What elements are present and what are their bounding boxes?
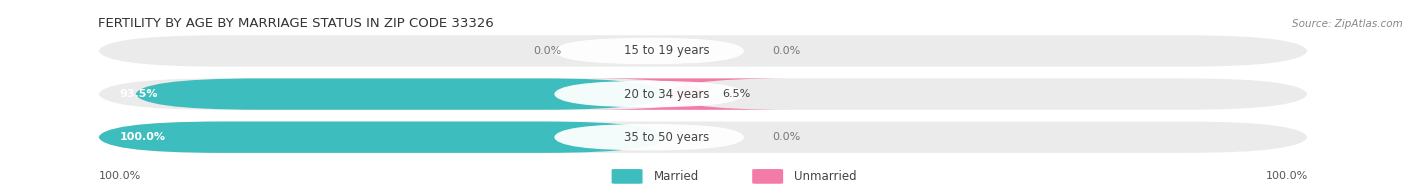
Text: 93.5%: 93.5% xyxy=(120,89,157,99)
Text: Married: Married xyxy=(654,170,699,183)
FancyBboxPatch shape xyxy=(554,81,744,107)
FancyBboxPatch shape xyxy=(98,78,1308,110)
Text: FERTILITY BY AGE BY MARRIAGE STATUS IN ZIP CODE 33326: FERTILITY BY AGE BY MARRIAGE STATUS IN Z… xyxy=(98,17,494,30)
FancyBboxPatch shape xyxy=(98,122,1308,153)
Text: 0.0%: 0.0% xyxy=(772,132,800,142)
FancyBboxPatch shape xyxy=(554,38,744,64)
FancyBboxPatch shape xyxy=(98,35,1308,67)
Text: 35 to 50 years: 35 to 50 years xyxy=(624,131,710,144)
FancyBboxPatch shape xyxy=(585,78,790,110)
Text: Source: ZipAtlas.com: Source: ZipAtlas.com xyxy=(1292,18,1403,29)
Text: 100.0%: 100.0% xyxy=(1265,171,1308,181)
Text: 0.0%: 0.0% xyxy=(772,46,800,56)
Text: Unmarried: Unmarried xyxy=(794,170,858,183)
FancyBboxPatch shape xyxy=(554,124,744,151)
Text: 20 to 34 years: 20 to 34 years xyxy=(624,88,710,101)
FancyBboxPatch shape xyxy=(135,78,666,110)
Text: 0.0%: 0.0% xyxy=(533,46,561,56)
Text: 100.0%: 100.0% xyxy=(120,132,166,142)
Text: 6.5%: 6.5% xyxy=(723,89,751,99)
FancyBboxPatch shape xyxy=(98,122,666,153)
Text: 15 to 19 years: 15 to 19 years xyxy=(624,44,710,57)
FancyBboxPatch shape xyxy=(612,169,643,184)
FancyBboxPatch shape xyxy=(752,169,783,184)
Text: 100.0%: 100.0% xyxy=(98,171,141,181)
